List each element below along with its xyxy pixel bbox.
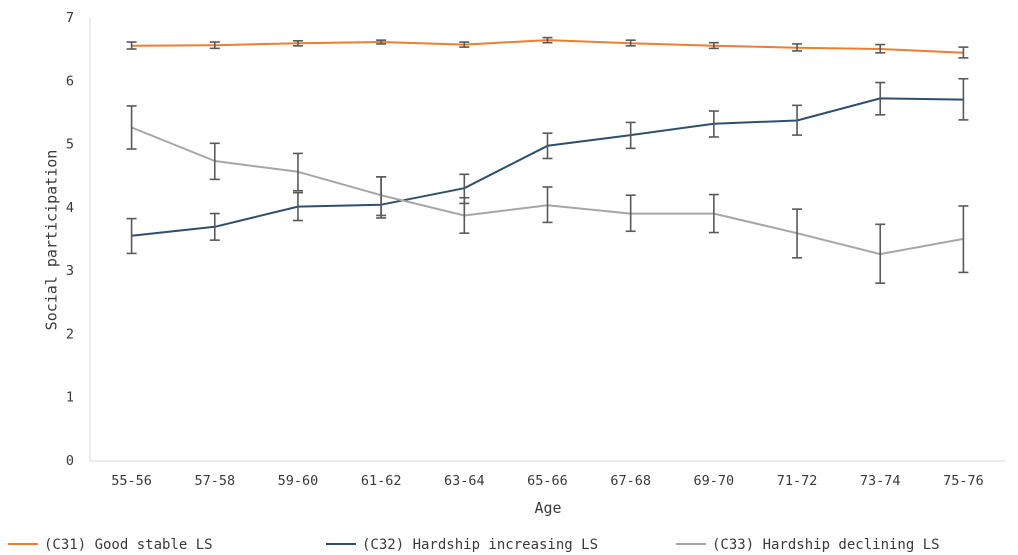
error-bar bbox=[625, 121, 636, 150]
x-tick-label: 59-60 bbox=[278, 473, 319, 489]
x-tick-label: 71-72 bbox=[777, 473, 818, 489]
error-bar bbox=[542, 186, 553, 224]
series-3 bbox=[126, 105, 969, 284]
series-layer bbox=[126, 36, 969, 284]
x-tick-label: 57-58 bbox=[194, 473, 235, 489]
x-tick-label: 65-66 bbox=[527, 473, 568, 489]
error-bar bbox=[708, 193, 719, 234]
y-tick-label: 6 bbox=[66, 73, 74, 89]
y-axis-title: Social participation bbox=[43, 150, 61, 331]
error-bar bbox=[376, 39, 387, 45]
error-bar bbox=[459, 196, 470, 234]
error-bar bbox=[126, 105, 137, 150]
error-bar bbox=[376, 176, 387, 217]
y-tick-label: 1 bbox=[66, 390, 74, 406]
x-tick-label: 55-56 bbox=[111, 473, 152, 489]
error-bar bbox=[875, 223, 886, 284]
legend-item: (C31) Good stable LS bbox=[8, 537, 213, 553]
y-axis-ticks: 0 1 2 3 4 5 6 7 bbox=[66, 10, 74, 469]
error-bar bbox=[292, 191, 303, 222]
y-tick-label: 2 bbox=[66, 326, 74, 342]
error-bar bbox=[542, 36, 553, 44]
error-bar bbox=[708, 110, 719, 138]
y-tick-label: 5 bbox=[66, 137, 74, 153]
error-bar bbox=[209, 142, 220, 181]
x-tick-label: 61-62 bbox=[361, 473, 402, 489]
x-axis-title: Age bbox=[534, 499, 561, 517]
error-bar bbox=[792, 208, 803, 259]
error-bar bbox=[958, 46, 969, 59]
error-bar bbox=[126, 41, 137, 50]
error-bar bbox=[625, 39, 636, 47]
error-bar bbox=[792, 104, 803, 136]
error-bar bbox=[542, 132, 553, 160]
error-bar bbox=[209, 212, 220, 241]
legend-label: (C31) Good stable LS bbox=[44, 537, 213, 553]
legend-label: (C33) Hardship declining LS bbox=[712, 537, 940, 553]
error-bar bbox=[126, 217, 137, 255]
y-tick-label: 4 bbox=[66, 200, 74, 216]
x-tick-label: 73-74 bbox=[860, 473, 901, 489]
x-axis-ticks: 55-56 57-58 59-60 61-62 63-64 65-66 67-68 69-70… bbox=[111, 473, 983, 489]
error-bar bbox=[292, 152, 303, 192]
error-bar bbox=[958, 77, 969, 121]
error-bar bbox=[459, 41, 470, 48]
y-tick-label: 7 bbox=[66, 10, 74, 26]
x-tick-label: 75-76 bbox=[943, 473, 984, 489]
error-bar bbox=[292, 39, 303, 47]
error-bar bbox=[625, 194, 636, 233]
error-bar bbox=[209, 41, 220, 50]
y-tick-label: 0 bbox=[66, 453, 74, 469]
error-bar bbox=[875, 43, 886, 54]
legend: (C31) Good stable LS (C32) Hardship incre… bbox=[8, 537, 940, 553]
error-bar bbox=[708, 41, 719, 50]
x-tick-label: 67-68 bbox=[610, 473, 651, 489]
legend-label: (C32) Hardship increasing LS bbox=[362, 537, 598, 553]
x-tick-label: 63-64 bbox=[444, 473, 485, 489]
error-bar bbox=[958, 205, 969, 274]
legend-item: (C32) Hardship increasing LS bbox=[326, 537, 598, 553]
x-tick-label: 69-70 bbox=[694, 473, 735, 489]
error-bar bbox=[792, 43, 803, 52]
error-bar bbox=[875, 81, 886, 116]
legend-item: (C33) Hardship declining LS bbox=[676, 537, 940, 553]
y-tick-label: 3 bbox=[66, 263, 74, 279]
series-1 bbox=[126, 36, 969, 59]
